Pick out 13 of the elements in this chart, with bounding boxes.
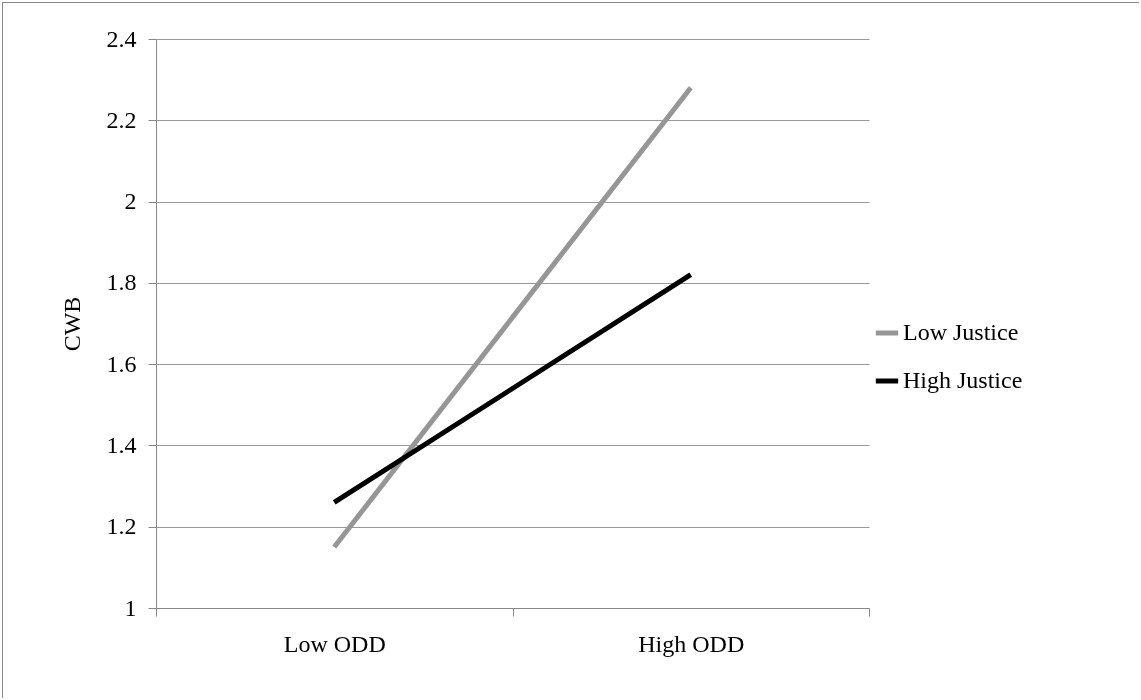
y-tick-label: 1 [124, 594, 137, 621]
y-tick-label: 2 [124, 188, 137, 215]
legend-label: Low Justice [903, 319, 1019, 345]
y-tick-label: 2.2 [106, 106, 137, 133]
x-tick-label: Low ODD [283, 630, 386, 657]
y-tick-label: 1.4 [106, 431, 137, 458]
y-axis-title: CWB [58, 296, 85, 352]
legend-label: High Justice [903, 367, 1023, 393]
y-tick-label: 1.8 [106, 269, 137, 296]
y-tick-label: 2.4 [106, 25, 137, 52]
y-tick-label: 1.6 [106, 350, 137, 377]
y-tick-label: 1.2 [106, 513, 137, 540]
x-tick-label: High ODD [638, 630, 745, 657]
